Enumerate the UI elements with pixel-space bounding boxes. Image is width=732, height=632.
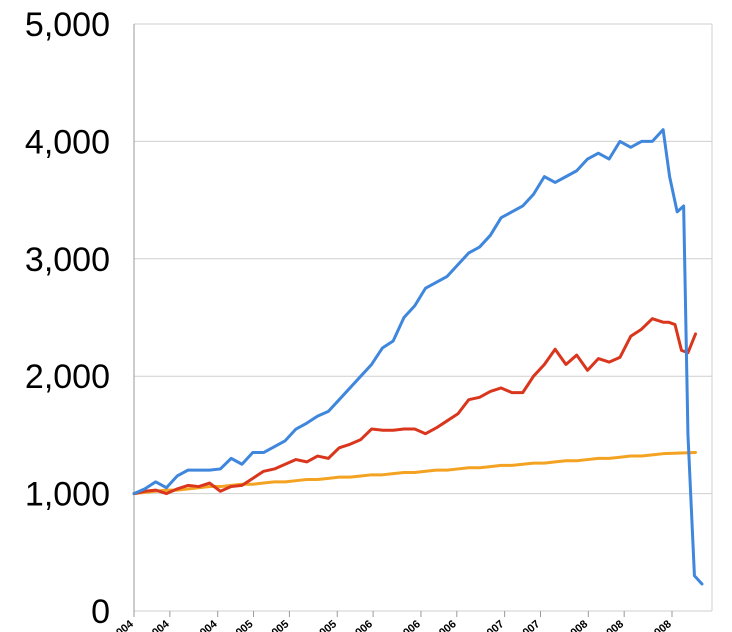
x-tick-label: 2006 bbox=[432, 618, 458, 632]
x-tick-label: 2004 bbox=[109, 618, 136, 632]
x-tick-label: 2004 bbox=[145, 618, 172, 632]
series-line bbox=[132, 451, 698, 496]
y-tick-labels: 0 1,000 2,000 3,000 4,000 5,000 bbox=[25, 6, 110, 631]
x-tick-label: 2007 bbox=[516, 618, 542, 632]
gridlines bbox=[134, 23, 712, 612]
y-tick-label: 2,000 bbox=[25, 358, 110, 396]
y-tick-label: 0 bbox=[91, 593, 110, 631]
y-tick-label: 3,000 bbox=[25, 241, 110, 279]
x-tick-label: 2008 bbox=[600, 618, 626, 632]
x-tick-label: 2008 bbox=[564, 618, 590, 632]
x-tick-label: 2007 bbox=[480, 618, 506, 632]
x-tick-marks bbox=[133, 611, 673, 617]
y-tick-label: 5,000 bbox=[25, 6, 110, 44]
series-line bbox=[132, 317, 698, 496]
x-tick-label: 2004 bbox=[193, 618, 220, 632]
x-tick-label: 2005 bbox=[265, 618, 291, 632]
x-tick-label: 2005 bbox=[313, 618, 339, 632]
y-tick-label: 1,000 bbox=[25, 476, 110, 514]
series-line bbox=[132, 128, 704, 586]
y-tick-label: 4,000 bbox=[25, 123, 110, 161]
x-tick-label: 2008 bbox=[647, 618, 673, 632]
x-tick-label: 2006 bbox=[349, 618, 375, 632]
x-tick-label: 2005 bbox=[229, 618, 255, 632]
x-tick-label: 2006 bbox=[396, 618, 422, 632]
x-tick-labels: 2004 2004 2004 2005 2005 2005 2006 2006 2006 2007… bbox=[109, 618, 673, 632]
